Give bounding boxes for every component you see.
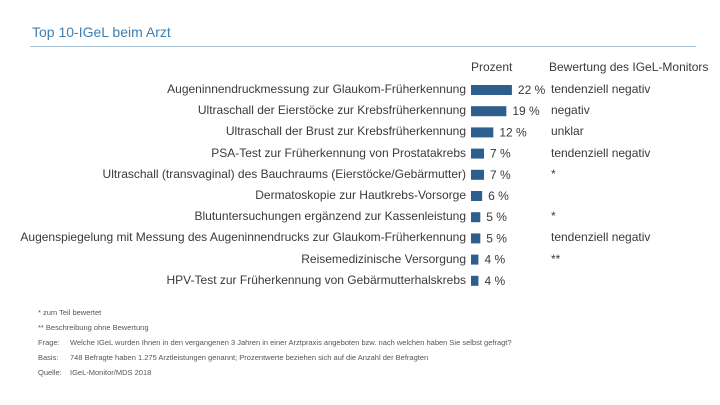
footnote-star: * zum Teil bewertet xyxy=(38,308,102,317)
footnote-basis-text: 748 Befragte haben 1.275 Arztleistungen … xyxy=(70,353,429,362)
title-divider xyxy=(30,46,696,47)
rating-label-2: negativ xyxy=(551,103,590,118)
rating-label-8: tendenziell negativ xyxy=(551,230,651,245)
rating-label-5: * xyxy=(551,166,556,181)
rating-label-3: unklar xyxy=(551,124,584,139)
category-label-8: Augenspiegelung mit Messung des Augeninn… xyxy=(20,230,466,245)
footnote-basis-key: Basis: xyxy=(38,353,59,362)
footnote-source-key: Quelle: xyxy=(38,368,62,377)
value-label-4: 7 % xyxy=(490,147,511,161)
rating-label-7: * xyxy=(551,209,556,224)
category-label-2: Ultraschall der Eierstöcke zur Krebsfrüh… xyxy=(197,103,466,118)
category-label-3: Ultraschall der Brust zur Krebsfrüherken… xyxy=(225,124,466,139)
rating-label-4: tendenziell negativ xyxy=(551,145,651,160)
footnotes: * zum Teil bewertet ** Beschreibung ohne… xyxy=(38,305,512,380)
footnote-question-key: Frage: xyxy=(38,338,60,347)
category-label-6: Dermatoskopie zur Hautkrebs-Vorsorge xyxy=(255,188,466,202)
bar-1 xyxy=(471,85,512,95)
category-label-1: Augeninnendruckmessung zur Glaukom-Frühe… xyxy=(167,82,466,96)
category-label-5: Ultraschall (transvaginal) des Bauchraum… xyxy=(102,166,466,181)
category-label-9: Reisemedizinische Versorgung xyxy=(301,251,466,266)
category-label-7: Blutuntersuchungen ergänzend zur Kassenl… xyxy=(194,209,466,224)
value-label-10: 4 % xyxy=(484,274,505,288)
footnote-question: Frage: Welche IGeL wurden Ihnen in den ve… xyxy=(38,335,512,350)
column-header-rating: Bewertung des IGeL-Monitors xyxy=(549,60,709,74)
chart-title: Top 10-IGeL beim Arzt xyxy=(32,24,171,40)
bar-10 xyxy=(471,275,479,286)
bar-5 xyxy=(471,169,485,180)
rating-label-9: ** xyxy=(551,251,561,266)
value-label-1: 22 % xyxy=(518,83,546,97)
category-label-4: PSA-Test zur Früherkennung von Prostatak… xyxy=(211,145,466,160)
category-label-10: HPV-Test zur Früherkennung von Gebärmutt… xyxy=(166,272,466,287)
bar-2 xyxy=(471,106,507,117)
footnote-source: Quelle: IGeL-Monitor/MDS 2018 xyxy=(38,365,512,380)
bar-8 xyxy=(471,233,481,244)
footnote-basis: Basis: 748 Befragte haben 1.275 Arztleist… xyxy=(38,350,512,365)
value-label-9: 4 % xyxy=(484,253,505,267)
bar-3 xyxy=(471,127,494,138)
bar-4 xyxy=(471,148,485,159)
value-label-7: 5 % xyxy=(486,210,507,224)
value-label-3: 12 % xyxy=(499,125,527,139)
footnote-question-text: Welche IGeL wurden Ihnen in den vergange… xyxy=(70,338,512,347)
value-label-6: 6 % xyxy=(488,189,509,203)
bar-7 xyxy=(471,212,481,223)
value-label-5: 7 % xyxy=(490,168,511,182)
footnote-source-text: IGeL-Monitor/MDS 2018 xyxy=(70,368,152,377)
column-header-percent: Prozent xyxy=(471,60,513,74)
bar-9 xyxy=(471,254,479,265)
value-label-8: 5 % xyxy=(486,231,507,245)
value-label-2: 19 % xyxy=(512,104,540,118)
rating-label-1: tendenziell negativ xyxy=(551,82,651,96)
bar-6 xyxy=(471,191,483,201)
footnote-double-star: ** Beschreibung ohne Bewertung xyxy=(38,323,149,332)
